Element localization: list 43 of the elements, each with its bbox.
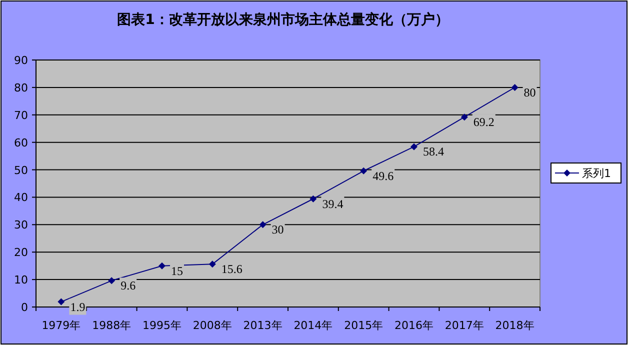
x-tick-label: 2018年	[495, 319, 534, 332]
x-tick-label: 1988年	[92, 319, 132, 332]
data-label: 9.6	[120, 278, 136, 293]
point	[310, 195, 317, 202]
x-tick-label: 2016年	[394, 319, 434, 332]
y-tick-label: 90	[14, 54, 28, 67]
point	[259, 221, 266, 228]
point	[108, 277, 116, 284]
x-tick-label: 2017年	[444, 319, 484, 332]
y-tick-label: 70	[14, 108, 28, 122]
point	[511, 84, 518, 91]
x-tick-label: 1979年	[42, 319, 81, 332]
data-label: 1.9	[70, 300, 86, 314]
data-label: 15	[171, 264, 183, 278]
data-label: 15.6	[221, 262, 242, 276]
data-label: 80	[524, 85, 536, 100]
系列1: 1.9 9.6 15 15.6 30 39.4 49.6 58.4 69.2 80	[58, 84, 537, 315]
y-tick-label: 50	[14, 164, 28, 177]
point	[158, 262, 166, 270]
chart-title: 图表1：改革开放以来泉州市场主体总量变化（万户）	[117, 11, 449, 28]
point	[58, 298, 65, 306]
data-label: 69.2	[473, 115, 494, 130]
x-tick-label: 1995年	[142, 319, 182, 332]
y-tick-label: 20	[14, 246, 28, 260]
point	[360, 167, 368, 174]
point	[208, 260, 216, 268]
y-tick-label: 30	[14, 218, 28, 232]
x-tick-label: 2013年	[243, 319, 282, 332]
y-tick-label: 80	[14, 81, 28, 94]
y-tick-label: 40	[14, 191, 28, 204]
data-label: 39.4	[322, 196, 344, 211]
point	[410, 143, 418, 150]
data-label: 58.4	[423, 144, 444, 159]
y-tick-label: 0	[21, 301, 28, 314]
point	[460, 114, 468, 121]
y-tick-label: 10	[14, 274, 28, 287]
x-tick-label: 2008年	[192, 319, 232, 332]
y-tick-label: 60	[14, 136, 28, 150]
data-label: 30	[272, 222, 284, 237]
legend-label: 系列1	[582, 167, 611, 180]
data-label: 49.6	[372, 168, 394, 183]
x-tick-label: 2015年	[344, 319, 384, 332]
x-tick-label: 2014年	[294, 319, 333, 332]
